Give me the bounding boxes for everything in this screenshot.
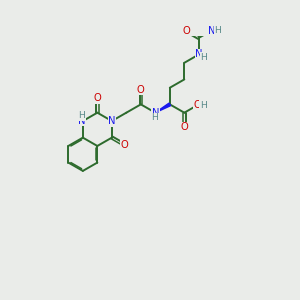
Text: O: O bbox=[94, 93, 101, 103]
Text: N: N bbox=[78, 116, 85, 125]
Text: H: H bbox=[214, 26, 221, 35]
Text: O: O bbox=[180, 122, 188, 132]
Text: N: N bbox=[195, 50, 202, 59]
Text: O: O bbox=[182, 26, 190, 35]
Text: N: N bbox=[208, 26, 215, 35]
Text: H: H bbox=[152, 113, 158, 122]
Text: H: H bbox=[78, 111, 85, 120]
Text: N: N bbox=[152, 108, 159, 118]
Text: H: H bbox=[200, 53, 207, 62]
Text: N: N bbox=[108, 116, 116, 126]
Text: O: O bbox=[193, 100, 201, 110]
Text: H: H bbox=[200, 101, 207, 110]
Polygon shape bbox=[155, 103, 171, 113]
Text: O: O bbox=[121, 140, 128, 150]
Text: O: O bbox=[137, 85, 145, 95]
